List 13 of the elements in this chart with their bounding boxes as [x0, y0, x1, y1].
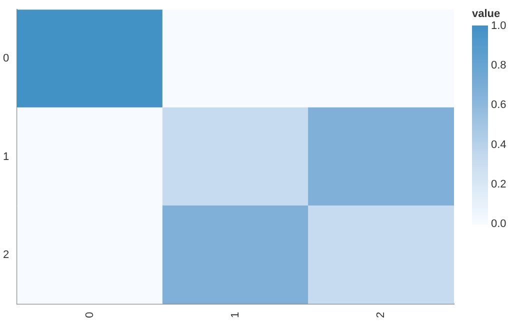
y-tick-label: 1	[2, 150, 10, 163]
color-bar-title: value	[472, 8, 500, 20]
color-bar-label: 1.0	[491, 20, 506, 32]
color-bar-label: 0.8	[491, 60, 506, 72]
y-tick-label: 0	[2, 52, 10, 65]
color-bar-label: 0.0	[491, 218, 506, 230]
color-bar-label: 0.2	[491, 178, 506, 190]
x-tick-label: 2	[375, 312, 388, 318]
y-tick-label: 2	[2, 248, 10, 261]
x-tick-label: 0	[84, 312, 96, 318]
color-bar-label: 0.4	[491, 138, 506, 151]
color-bar-label: 0.6	[491, 99, 506, 112]
x-tick-label: 1	[230, 312, 242, 318]
